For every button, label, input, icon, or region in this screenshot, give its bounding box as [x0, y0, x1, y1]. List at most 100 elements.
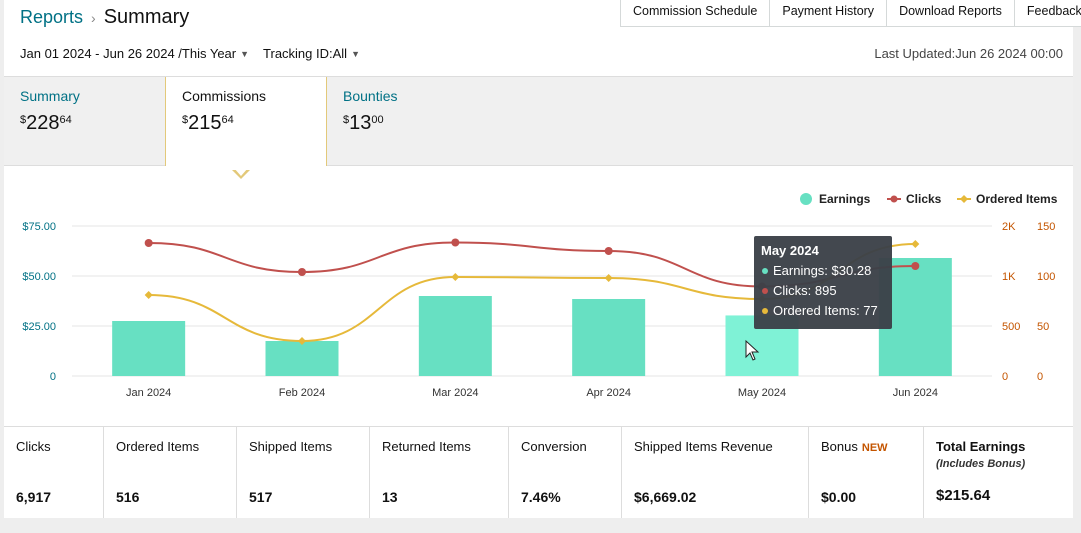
currency-symbol: $ — [343, 114, 350, 126]
stat-label: Returned Items — [382, 439, 471, 454]
ordered-items-point — [911, 240, 920, 248]
y-tick-label-left: $50.00 — [22, 271, 56, 283]
breadcrumb-reports-link[interactable]: Reports — [20, 7, 84, 27]
amount-fraction: 64 — [221, 114, 234, 126]
y-tick-label-items: 0 — [1037, 371, 1043, 383]
stat-returned-items: Returned Items 13 — [370, 427, 509, 518]
stat-label: Total Earnings — [936, 439, 1026, 454]
stat-label: Clicks — [16, 439, 51, 454]
tooltip-box — [754, 236, 892, 329]
summary-tabs: Summary $ 228 64 Commissions $ 215 64 Bo… — [4, 76, 1073, 172]
stat-bonus: Bonus NEW $0.00 — [809, 427, 924, 518]
tooltip-line: Earnings: $30.28 — [773, 263, 871, 278]
stat-ordered-items: Ordered Items 516 — [104, 427, 237, 518]
breadcrumb: Reports › Summary — [20, 6, 189, 29]
tooltip-line: Ordered Items: 77 — [773, 303, 878, 318]
tab-download-reports[interactable]: Download Reports — [887, 0, 1015, 26]
stats-bar: Clicks 6,917 Ordered Items 516 Shipped I… — [4, 426, 1073, 518]
tab-summary[interactable]: Summary $ 228 64 — [4, 77, 165, 167]
tooltip-swatch — [762, 268, 768, 274]
y-tick-label-items: 50 — [1037, 321, 1049, 333]
x-tick-label: Jan 2024 — [126, 387, 171, 399]
clicks-point — [451, 238, 460, 247]
stat-total-earnings: Total Earnings (Includes Bonus) $215.64 — [924, 427, 1073, 518]
summary-amount: $ 228 64 — [20, 112, 149, 134]
tab-feedback[interactable]: Feedback — [1014, 0, 1081, 26]
stat-value: $6,669.02 — [634, 489, 697, 505]
stat-label: Bonus NEW — [821, 439, 911, 454]
currency-symbol: $ — [182, 114, 189, 126]
tooltip-title: May 2024 — [761, 243, 820, 258]
earnings-bar — [112, 321, 186, 376]
amount-fraction: 64 — [59, 114, 72, 126]
x-tick-label: Jun 2024 — [893, 387, 938, 399]
tab-commissions[interactable]: Commissions $ 215 64 — [165, 77, 327, 172]
tab-commissions-label: Commissions — [182, 88, 267, 104]
ordered-items-point — [298, 337, 306, 345]
earnings-bar — [418, 296, 492, 376]
earnings-chart: 0 0 0 $25.00 500 50 $50.00 1K 100 $75.00 2K 150 Jan … — [22, 192, 1058, 399]
date-range-dropdown[interactable]: Jan 01 2024 - Jun 26 2024 /This Year ▼ — [20, 46, 249, 61]
stat-sub-label: (Includes Bonus) — [936, 458, 1026, 470]
tracking-id-label: Tracking ID:All — [263, 46, 348, 61]
new-badge: NEW — [861, 442, 888, 454]
date-range-label: Jan 01 2024 - Jun 26 2024 /This Year — [20, 46, 237, 61]
breadcrumb-separator-icon: › — [91, 10, 96, 26]
bounties-amount: $ 13 00 — [343, 112, 451, 134]
stat-bonus-label: Bonus — [821, 439, 858, 454]
tab-commission-schedule[interactable]: Commission Schedule — [621, 0, 771, 26]
y-tick-label-items: 100 — [1037, 271, 1055, 283]
y-tick-label-clicks: 500 — [1002, 321, 1020, 333]
earnings-bar — [265, 341, 339, 376]
stat-shipped-items-revenue: Shipped Items Revenue $6,669.02 — [622, 427, 809, 518]
last-updated: Last Updated:Jun 26 2024 00:00 — [874, 46, 1063, 61]
ordered-items-point — [451, 273, 460, 281]
y-tick-label-clicks: 1K — [1002, 271, 1016, 283]
legend-label: Clicks — [906, 192, 942, 206]
chevron-down-icon: ▼ — [240, 48, 250, 59]
amount-whole: 215 — [188, 112, 222, 134]
stat-clicks: Clicks 6,917 — [4, 427, 104, 518]
legend-label: Earnings — [819, 192, 871, 206]
stat-label: Shipped Items — [249, 439, 333, 454]
tooltip-line: Clicks: 895 — [773, 283, 837, 298]
stat-label: Conversion — [521, 439, 587, 454]
top-nav-tabs: Commission Schedule Payment History Down… — [620, 0, 1081, 27]
stat-label: Shipped Items Revenue — [634, 439, 773, 454]
tab-bounties-label: Bounties — [343, 88, 398, 104]
legend-ordered-items-marker — [960, 195, 968, 203]
header: Reports › Summary Commission Schedule Pa… — [4, 0, 1081, 76]
tab-payment-history[interactable]: Payment History — [770, 0, 888, 26]
y-tick-label-left: $75.00 — [22, 221, 56, 233]
tracking-id-dropdown[interactable]: Tracking ID:All ▼ — [263, 46, 360, 61]
chart-panel: 0 0 0 $25.00 500 50 $50.00 1K 100 $75.00 2K 150 Jan … — [4, 166, 1073, 426]
ordered-items-point — [144, 291, 153, 299]
clicks-point — [144, 239, 153, 247]
stat-value: 6,917 — [16, 489, 52, 505]
mouse-cursor-icon — [745, 339, 760, 361]
y-tick-label-clicks: 0 — [1002, 371, 1008, 383]
stat-value: 13 — [382, 489, 398, 505]
legend-label: Ordered Items — [976, 192, 1058, 206]
amount-fraction: 00 — [371, 114, 384, 126]
y-tick-label-clicks: 2K — [1002, 221, 1016, 233]
currency-symbol: $ — [20, 114, 27, 126]
stat-label: Ordered Items — [116, 439, 200, 454]
x-tick-label: Feb 2024 — [279, 387, 325, 399]
x-tick-label: Apr 2024 — [586, 387, 631, 399]
clicks-point — [604, 247, 613, 255]
tab-bounties[interactable]: Bounties $ 13 00 — [327, 77, 467, 167]
tab-summary-label: Summary — [20, 88, 80, 104]
x-tick-label: May 2024 — [738, 387, 786, 399]
y-tick-label-left: $25.00 — [22, 321, 56, 333]
stat-value: 7.46% — [521, 489, 561, 505]
y-tick-label-left: 0 — [50, 371, 56, 383]
earnings-bar — [572, 299, 646, 376]
chevron-down-icon: ▼ — [351, 48, 360, 59]
amount-whole: 13 — [349, 112, 372, 134]
legend-clicks-marker — [890, 195, 898, 203]
active-tab-pointer-fill — [234, 168, 248, 176]
stat-value: $215.64 — [936, 487, 991, 504]
stat-value: 516 — [116, 489, 140, 505]
